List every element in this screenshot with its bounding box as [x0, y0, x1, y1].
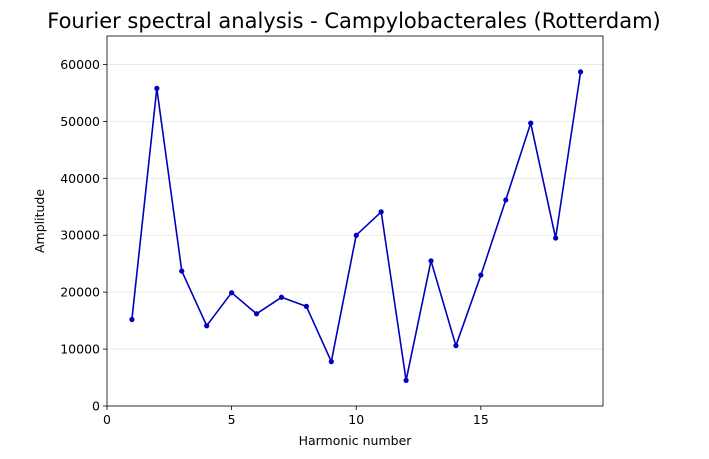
y-tick-label: 40000: [60, 171, 100, 186]
data-point: [179, 268, 185, 274]
data-point: [129, 316, 135, 323]
data-point: [229, 290, 235, 296]
grid-layer: [107, 64, 603, 407]
x-tick-label: 5: [228, 412, 236, 427]
y-tick-label: 30000: [60, 228, 100, 243]
plot-frame: [106, 35, 604, 407]
data-point: [204, 323, 210, 329]
data-point: [453, 343, 459, 349]
data-point: [577, 69, 584, 75]
y-tick-label: 0: [92, 399, 100, 414]
series-layer: [129, 69, 584, 383]
x-tick-label: 0: [103, 412, 111, 427]
data-point: [154, 85, 160, 91]
data-point: [253, 311, 260, 317]
data-point: [403, 377, 409, 383]
data-point: [378, 209, 384, 215]
data-point: [428, 258, 434, 264]
tick-layer: 0 10000 20000 30000 40000 50000 60000 0 5 10 15: [60, 57, 489, 427]
data-point: [278, 294, 285, 300]
data-point: [353, 232, 359, 238]
x-axis-label: Harmonic number: [299, 433, 413, 448]
y-tick-label: 20000: [60, 285, 100, 300]
data-point: [503, 197, 509, 203]
data-point: [528, 120, 534, 126]
data-point: [328, 359, 334, 365]
data-point: [303, 303, 309, 309]
y-tick-label: 50000: [60, 114, 100, 129]
y-axis-label: Amplitude: [32, 189, 47, 253]
y-tick-label: 60000: [60, 57, 100, 72]
y-tick-label: 10000: [60, 342, 100, 357]
chart-title: Fourier spectral analysis - Campylobacte…: [47, 9, 661, 33]
data-point: [478, 272, 484, 278]
data-point: [553, 235, 559, 241]
x-tick-label: 10: [348, 412, 364, 427]
x-tick-label: 15: [473, 412, 489, 427]
series-line: [131, 71, 582, 382]
